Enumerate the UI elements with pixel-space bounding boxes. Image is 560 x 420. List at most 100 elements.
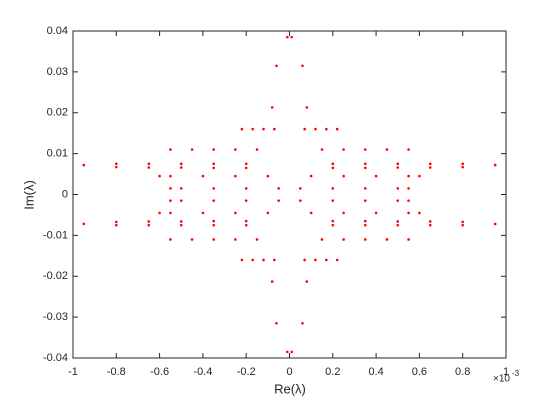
point — [396, 187, 400, 190]
point — [275, 64, 278, 68]
point — [179, 187, 183, 190]
point — [286, 35, 289, 39]
point — [277, 187, 280, 190]
point — [212, 199, 216, 202]
point — [407, 187, 410, 190]
point — [169, 211, 172, 215]
point — [212, 166, 216, 170]
point — [251, 258, 254, 262]
point — [407, 211, 410, 215]
x-tick-label: 0 — [286, 366, 292, 378]
point — [342, 148, 345, 151]
point — [179, 223, 183, 227]
point — [179, 220, 183, 223]
x-tick-label: 1 — [503, 366, 509, 378]
point — [396, 166, 400, 169]
point — [407, 238, 410, 241]
point — [303, 258, 306, 262]
x-tick-label: 0.8 — [455, 366, 470, 378]
y-tick-label: -0.01 — [43, 229, 68, 241]
point — [396, 199, 400, 202]
point — [331, 223, 335, 227]
point — [493, 163, 497, 167]
point — [314, 258, 317, 262]
point — [147, 166, 151, 169]
point — [461, 162, 465, 166]
point — [244, 219, 248, 223]
point — [428, 223, 432, 227]
point — [418, 211, 421, 215]
point — [428, 220, 432, 223]
point — [418, 174, 421, 178]
point — [363, 238, 367, 241]
point — [212, 238, 216, 241]
x-tick-label: 0.6 — [412, 366, 427, 378]
point — [179, 166, 183, 169]
point — [201, 211, 205, 215]
point — [331, 219, 335, 223]
point — [396, 220, 400, 223]
point — [244, 199, 248, 202]
point — [363, 223, 367, 227]
y-tick-label: 0.01 — [47, 148, 68, 160]
x-tick-label: -0.2 — [237, 366, 256, 378]
point — [147, 223, 151, 227]
point — [240, 258, 244, 262]
point — [244, 223, 248, 227]
point — [331, 166, 335, 170]
x-tick-label: 0.4 — [368, 366, 383, 378]
y-axis-label: Im(λ) — [21, 180, 36, 210]
point — [428, 166, 432, 169]
point — [407, 148, 410, 151]
point — [385, 148, 389, 151]
point — [158, 211, 161, 215]
point — [305, 106, 309, 109]
point — [273, 127, 276, 131]
point — [363, 199, 367, 202]
point — [290, 350, 293, 354]
point — [363, 166, 367, 170]
point — [190, 238, 194, 241]
y-tick-label: 0.04 — [47, 25, 68, 37]
point — [179, 199, 183, 202]
point — [147, 162, 151, 166]
point — [301, 321, 304, 325]
point — [299, 187, 302, 190]
y-tick-label: -0.03 — [43, 311, 68, 323]
point — [273, 258, 276, 262]
point — [461, 220, 465, 224]
point — [270, 280, 274, 283]
point — [331, 199, 335, 202]
point — [303, 127, 306, 131]
point — [335, 127, 339, 131]
point — [115, 220, 118, 224]
x-exponent-base: ×10 — [493, 374, 510, 385]
point — [169, 148, 172, 151]
point — [262, 127, 265, 131]
point — [212, 162, 216, 166]
point — [320, 148, 324, 151]
point — [169, 199, 172, 202]
point — [201, 174, 205, 178]
point — [374, 211, 378, 215]
point — [325, 127, 328, 131]
point — [212, 223, 216, 227]
point — [286, 350, 289, 354]
point — [244, 162, 248, 166]
point — [275, 321, 278, 325]
point — [299, 199, 302, 202]
point — [325, 258, 328, 262]
point — [169, 174, 172, 178]
point — [396, 223, 400, 227]
point — [158, 174, 161, 178]
point — [309, 211, 313, 215]
point — [320, 238, 324, 241]
point — [244, 166, 248, 170]
point — [179, 162, 183, 166]
point — [115, 162, 118, 166]
point — [305, 280, 309, 283]
y-tick-label: 0.02 — [47, 107, 68, 119]
point — [262, 258, 265, 262]
